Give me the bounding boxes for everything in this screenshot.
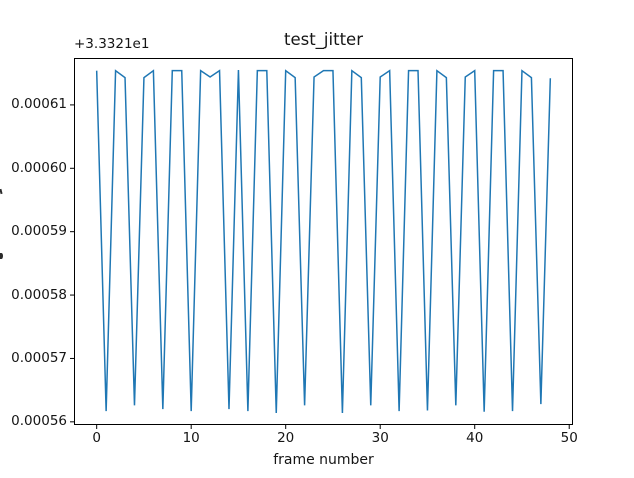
y-tick-label: 0.00057 <box>11 349 67 366</box>
y-tick-label: 0.00058 <box>11 286 67 303</box>
x-axis-label: frame number <box>273 452 374 468</box>
y-tick-label: 0.00060 <box>11 159 67 176</box>
y-axis-offset-label: +3.3321e1 <box>74 36 150 52</box>
x-tick-label: 50 <box>560 430 578 446</box>
plot-area <box>74 58 573 425</box>
x-tick-label: 0 <box>92 430 101 446</box>
y-tick-label: 0.00056 <box>11 413 67 430</box>
x-tick-label: 10 <box>182 430 200 446</box>
chart-title: test_jitter <box>284 30 363 49</box>
x-tick-label: 20 <box>277 430 295 446</box>
y-axis-label-clipped-fragment <box>0 188 3 195</box>
x-tick-label: 40 <box>466 430 484 446</box>
y-axis-label-clipped-fragment <box>0 253 3 259</box>
y-tick-label: 0.00061 <box>11 96 67 113</box>
y-tick-label: 0.00059 <box>11 223 67 240</box>
x-tick-label: 30 <box>371 430 389 446</box>
